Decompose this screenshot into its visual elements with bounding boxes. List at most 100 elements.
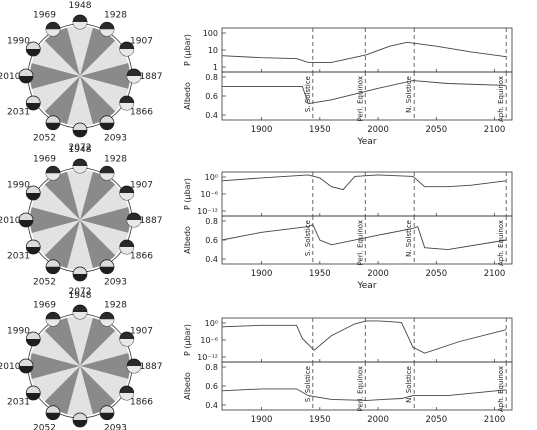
y-tick-label: 10⁰ [205,319,218,328]
event-marker-label: N. Solstice [405,220,413,257]
planet-hemisphere [26,339,41,346]
orbit-sector [67,316,93,366]
orbit-sector [80,366,129,402]
planet-hemisphere [19,366,33,373]
planet-node [119,331,135,347]
year-label: 1948 [69,145,92,155]
x-axis-label: Year [356,281,376,291]
year-label: 1887 [140,216,163,226]
pressure-y-axis-label: P (μbar) [183,324,192,356]
x-tick-label: 2000 [367,269,389,279]
year-label: 1928 [104,301,127,311]
pressure-frame [221,317,513,363]
planet-hemisphere [46,319,61,327]
year-label: 2072 [69,143,92,153]
orbit-wheel: 1948 1928 1907 1887 1866 2093 2072 2052 2031 2010… [0,1,162,153]
planet-node [72,304,88,320]
year-label: 1928 [104,11,127,21]
pressure-y-axis-label: P (μbar) [183,34,192,66]
y-tick-label: 0.6 [205,236,218,245]
planet-node [99,405,115,421]
x-tick-label: 1950 [309,125,331,135]
planet-hemisphere [100,173,114,181]
y-tick-label: 0.6 [205,382,218,391]
x-tick-label: 2050 [425,125,447,135]
year-label: 2031 [7,252,30,262]
panel-row-3: 1948192819071887186620932072205220312010… [0,291,513,430]
orbit-sector [44,27,80,76]
planet-node [99,115,115,131]
year-label: 1969 [33,155,56,165]
planet-node [119,95,135,111]
planet-hemisphere [26,193,41,201]
event-marker-label: Peri. Equinox [356,220,364,265]
orbit-sector [30,353,80,379]
event-marker-label: S. Solstice [304,76,312,112]
y-tick-label: 0.8 [205,217,218,226]
year-label: 1990 [7,327,30,337]
x-tick-label: 2100 [484,269,506,279]
planet-node [72,158,88,174]
orbit-sector [80,63,130,89]
orbit-wheel: 1948 1928 1907 1887 1866 2093 2072 2052 2031 2010… [0,145,162,297]
y-tick-label: 0.4 [205,401,218,410]
year-label: 1887 [140,72,163,82]
orbit-sector [29,63,80,89]
orbit-sector [80,220,116,269]
y-tick-label: 0.4 [205,111,218,120]
planet-hemisphere [46,173,61,181]
planet-node [45,405,61,421]
year-label: 1969 [33,11,56,21]
planet-hemisphere [119,103,134,110]
panel-row-2: 1948 1928 1907 1887 1866 2093 2072 2052 2031 2010… [0,145,513,297]
planet-node [72,412,88,428]
planet-hemisphere [26,393,41,401]
orbit-sector [80,171,116,220]
event-marker-label: N. Solstice [405,366,413,403]
planet-hemisphere [73,166,87,173]
y-tick-label: 10⁰ [205,173,218,182]
y-tick-label: 10 [208,46,218,55]
orbit-sector [31,366,80,402]
year-label: 2093 [104,277,127,287]
year-label: 2052 [33,277,56,287]
year-label: 2010 [0,362,21,372]
orbit-sector [44,366,80,415]
planet-node [25,41,41,57]
x-tick-label: 1900 [251,125,273,135]
year-label: 1969 [33,301,56,311]
year-label: 2093 [104,133,127,143]
planet-node [45,115,61,131]
year-label: 2031 [7,108,30,118]
pressure-series-line [221,320,507,354]
planet-hemisphere [73,130,87,137]
planet-hemisphere [19,220,33,227]
planet-hemisphere [46,29,61,37]
year-label: 1907 [130,327,153,337]
orbit-sector [44,317,80,366]
event-marker-label: Peri. Equinox [356,76,364,121]
albedo-y-axis-label: Albedo [183,226,192,254]
year-label: 2093 [104,423,127,430]
orbit-sector [80,317,116,366]
year-label: 1866 [130,398,153,408]
orbit-sector [80,40,129,76]
planet-hemisphere [73,274,87,281]
orbit-sector [31,330,80,366]
planet-hemisphere [46,266,61,274]
year-label: 2052 [33,423,56,430]
planet-node [25,95,41,111]
year-label: 1907 [130,181,153,191]
panel-row-1: 1948 1928 1907 1887 1866 2093 2072 2052 2031 2010… [0,1,513,153]
planet-hemisphere [46,412,61,420]
planet-hemisphere [119,339,134,346]
albedo-frame [221,71,513,121]
orbit-sector [44,76,80,125]
orbit-sector [67,366,93,416]
planet-node [126,212,142,228]
year-label: 2031 [7,398,30,408]
pressure-frame [221,27,513,73]
event-marker-label: S. Solstice [304,220,312,256]
planet-node [72,266,88,282]
planet-node [25,239,41,255]
